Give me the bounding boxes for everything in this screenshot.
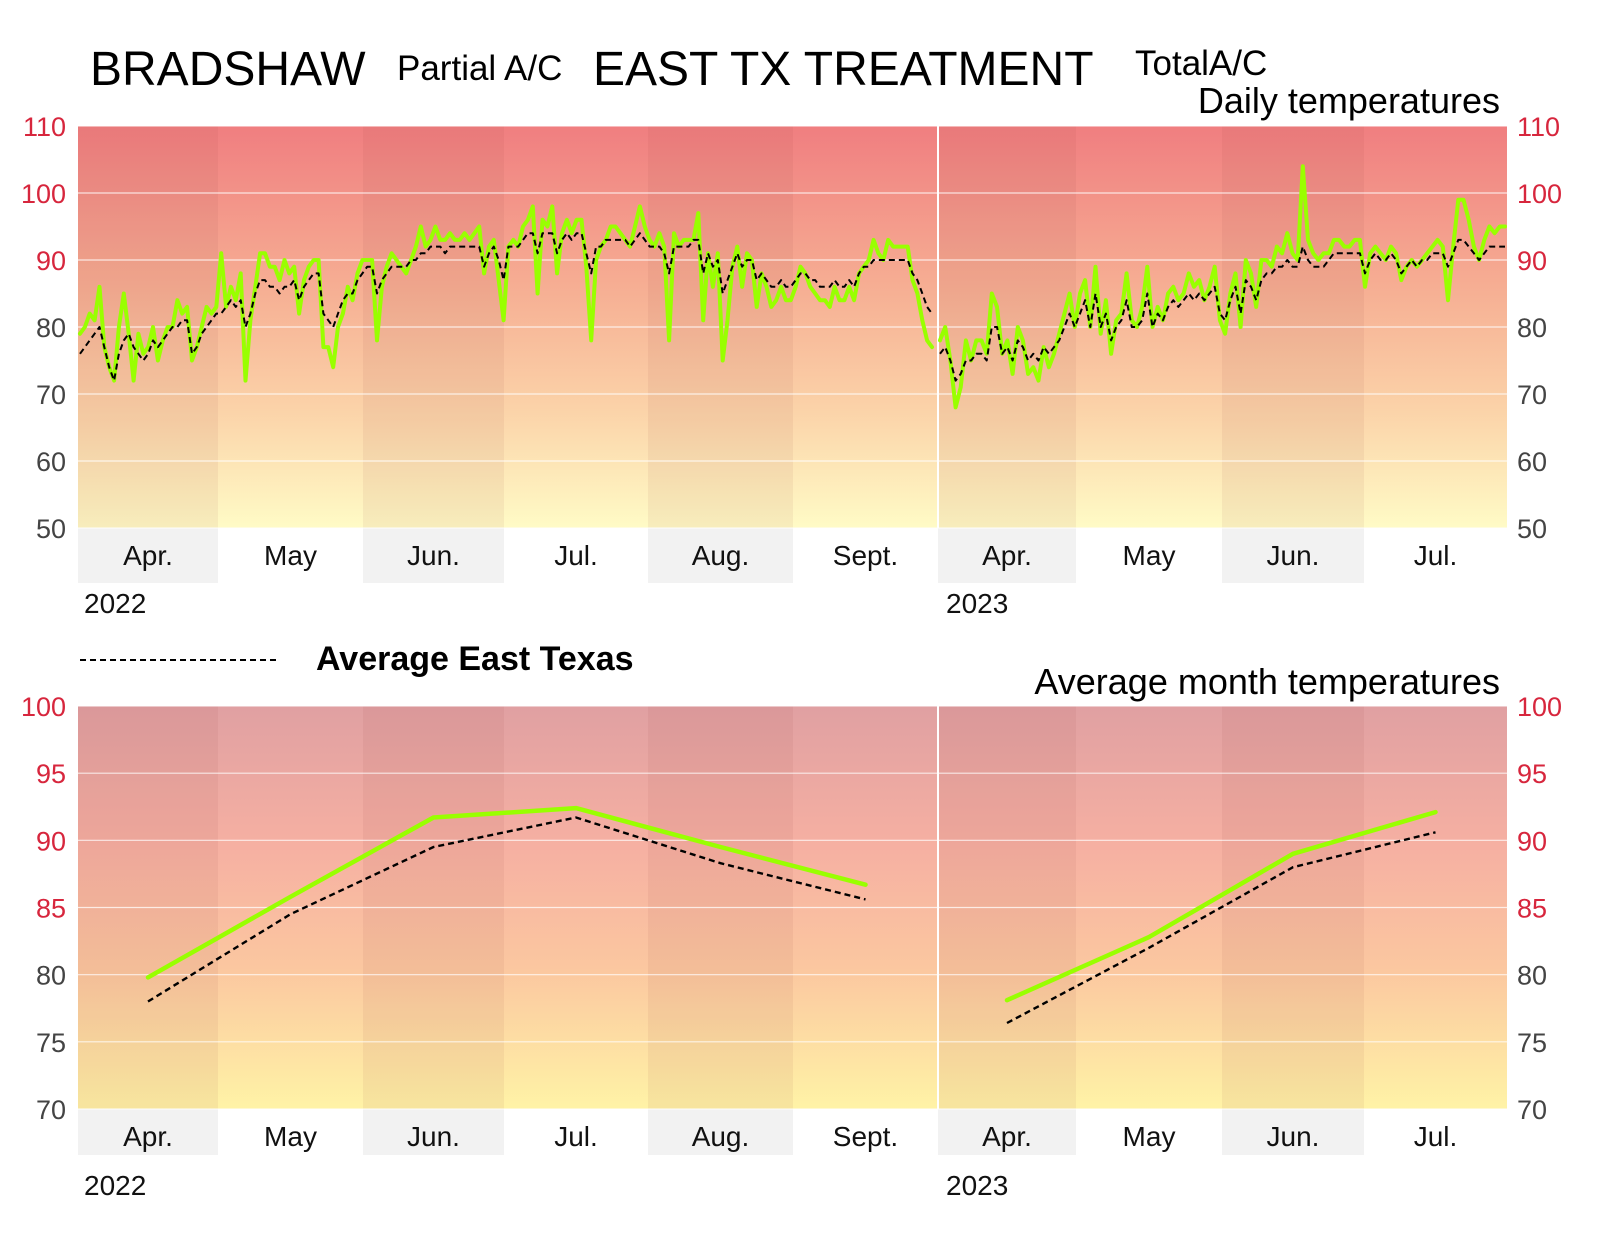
chart-title: Average month temperatures: [1034, 661, 1500, 702]
series-line: [938, 164, 1507, 410]
month-label-band: [648, 1109, 793, 1155]
y-tick-label-left: 90: [36, 246, 66, 276]
series-line: [145, 805, 868, 980]
y-tick-label-left: 100: [21, 692, 66, 722]
y-tick-label-left: 110: [23, 112, 66, 142]
y-tick-label-left: 60: [36, 447, 66, 477]
title-right: EAST TX TREATMENT: [593, 43, 1094, 96]
month-label-2023: Jul.: [1414, 1121, 1458, 1152]
month-label-2023: Apr.: [982, 540, 1032, 571]
month-label-2022: Apr.: [123, 1121, 173, 1152]
y-tick-label-right: 90: [1517, 826, 1547, 856]
average-series-line: [939, 238, 1505, 382]
y-tick-label-left: 80: [36, 313, 66, 343]
average-series-line: [79, 232, 933, 382]
month-label-2022: Jul.: [554, 1121, 598, 1152]
year-label: 2022: [84, 1170, 146, 1201]
month-label-2022: Sept.: [833, 1121, 898, 1152]
month-label-band: [1222, 528, 1364, 583]
month-label-2022: Jun.: [407, 540, 460, 571]
month-label-2022: Jul.: [554, 540, 598, 571]
chart-title: Daily temperatures: [1198, 80, 1500, 121]
y-tick-label-right: 100: [1517, 692, 1562, 722]
y-tick-label-right: 85: [1517, 894, 1547, 924]
month-label-2022: Jun.: [407, 1121, 460, 1152]
month-label-2023: May: [1123, 540, 1176, 571]
y-tick-label-right: 110: [1517, 112, 1560, 142]
month-label-2023: Jul.: [1414, 540, 1458, 571]
y-tick-label-left: 50: [36, 514, 66, 544]
y-tick-label-left: 85: [36, 894, 66, 924]
month-label-band: [648, 528, 793, 583]
subtitle-right: TotalA/C: [1135, 44, 1267, 83]
month-label-2023: May: [1123, 1121, 1176, 1152]
y-tick-label-right: 75: [1517, 1028, 1547, 1058]
y-tick-label-left: 95: [36, 759, 66, 789]
year-label: 2023: [946, 1170, 1008, 1201]
month-label-2022: Aug.: [692, 1121, 750, 1152]
month-label-band: [78, 1109, 218, 1155]
month-label-band: [363, 1109, 504, 1155]
month-label-band: [363, 528, 504, 583]
subtitle-left: Partial A/C: [397, 49, 562, 88]
month-label-band: [78, 528, 218, 583]
y-tick-label-right: 60: [1517, 447, 1547, 477]
month-label-2023: Apr.: [982, 1121, 1032, 1152]
monthly-average-chart: 70 70 75 75 80 80 85 85 90 90 95 95 100 100 Apr. May Jun…: [21, 661, 1562, 1201]
average-series-line: [1006, 831, 1436, 1025]
y-tick-label-left: 90: [36, 826, 66, 856]
y-tick-label-left: 70: [36, 1095, 66, 1125]
y-tick-label-left: 75: [36, 1028, 66, 1058]
y-tick-label-right: 70: [1517, 380, 1547, 410]
title-left: BRADSHAW: [90, 43, 366, 96]
month-label-2023: Jun.: [1267, 540, 1320, 571]
y-tick-label-left: 100: [21, 179, 66, 209]
month-label-2023: Jun.: [1267, 1121, 1320, 1152]
legend: Average East Texas: [80, 640, 634, 678]
daily-temperature-chart: 50 50 60 60 70 70 80 80 90 90 100 100 110 110 Apr. May J…: [21, 80, 1562, 619]
y-tick-label-right: 90: [1517, 246, 1547, 276]
month-label-2022: Apr.: [123, 540, 173, 571]
month-label-2022: Sept.: [833, 540, 898, 571]
series-line: [1004, 809, 1438, 1003]
y-tick-label-left: 80: [36, 961, 66, 991]
legend-dashed-label: Average East Texas: [316, 640, 634, 678]
month-label-band: [1222, 1109, 1364, 1155]
month-label-band: [938, 528, 1076, 583]
month-label-2022: May: [264, 540, 317, 571]
y-tick-label-right: 70: [1517, 1095, 1547, 1125]
y-tick-label-left: 70: [36, 380, 66, 410]
y-tick-label-right: 95: [1517, 759, 1547, 789]
y-tick-label-right: 50: [1517, 514, 1547, 544]
month-label-2022: May: [264, 1121, 317, 1152]
month-label-2022: Aug.: [692, 540, 750, 571]
y-tick-label-right: 80: [1517, 313, 1547, 343]
year-label: 2022: [84, 588, 146, 619]
y-tick-label-right: 80: [1517, 961, 1547, 991]
y-tick-label-right: 100: [1517, 179, 1562, 209]
year-label: 2023: [946, 588, 1008, 619]
series-line: [78, 204, 934, 383]
month-label-band: [938, 1109, 1076, 1155]
